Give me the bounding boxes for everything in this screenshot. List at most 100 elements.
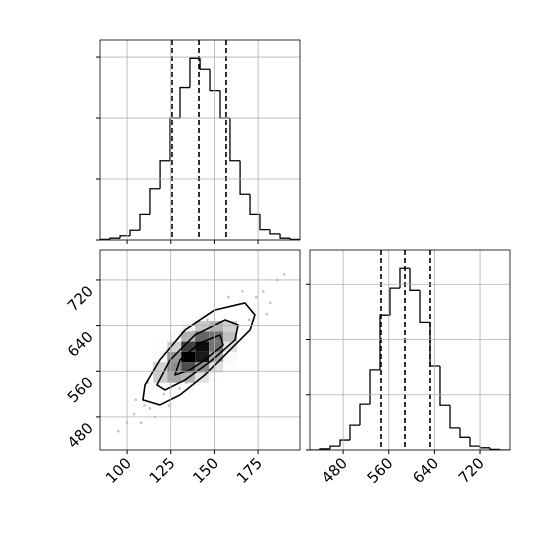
density-cell — [153, 362, 168, 373]
histogram-bin — [279, 233, 291, 239]
density-cell — [181, 351, 196, 363]
axes-frame — [99, 39, 301, 241]
scatter-point — [282, 272, 286, 276]
density-cell — [153, 351, 168, 363]
histogram-bin — [459, 427, 470, 438]
panel: 100 125 150 175 480 560 640 720 — [64, 249, 301, 487]
density-cell — [167, 331, 182, 342]
histogram-bin — [229, 118, 241, 162]
histogram-bin — [399, 267, 411, 289]
histogram-bin — [189, 57, 201, 88]
scatter-point — [227, 295, 230, 299]
density-cell — [223, 321, 238, 332]
density-cell — [153, 331, 168, 342]
axes-frame — [99, 249, 301, 451]
histogram-bin — [389, 287, 400, 316]
density-cell — [167, 362, 182, 373]
density-cell — [223, 372, 238, 383]
histogram-bin — [449, 405, 461, 429]
histogram-bin — [159, 160, 171, 189]
density-cell — [167, 341, 182, 352]
scatter-point — [255, 295, 258, 299]
y-tick-label: 720 — [64, 282, 97, 315]
density-cell — [181, 331, 196, 342]
histogram-bin — [379, 314, 390, 370]
histogram-bin — [209, 69, 220, 92]
histogram-bin — [479, 446, 491, 449]
histogram-bin — [469, 437, 480, 447]
scatter-point — [265, 312, 269, 316]
histogram-bin — [249, 194, 260, 216]
density-cell — [195, 341, 210, 352]
panel: 480 560 640 720 — [306, 249, 511, 487]
histogram-bin — [339, 439, 350, 447]
density-cell — [195, 331, 210, 342]
scatter-point — [206, 318, 209, 322]
x-tick-label: 100 — [102, 454, 135, 487]
histogram-bin — [489, 447, 501, 450]
density-cell — [223, 362, 238, 373]
scatter-point — [162, 392, 166, 396]
plot-area — [117, 272, 286, 433]
axes-frame — [309, 249, 511, 451]
density-cell — [167, 351, 182, 363]
scatter-point — [178, 387, 181, 390]
density-cell — [195, 321, 210, 332]
density-cell — [181, 362, 196, 373]
density-cell — [181, 321, 196, 332]
x-tick-label: 150 — [189, 454, 222, 487]
histogram-bin — [429, 322, 440, 367]
density-cell — [209, 372, 224, 383]
scatter-point — [117, 429, 120, 433]
x-tick-label: 640 — [409, 454, 442, 487]
scatter-point — [134, 398, 138, 402]
histogram-bin — [289, 238, 300, 240]
panel — [96, 39, 301, 244]
histogram-bin — [219, 90, 230, 119]
histogram-bin — [439, 366, 451, 406]
density-cell — [153, 341, 168, 352]
scatter-point — [269, 301, 272, 305]
contour — [156, 319, 239, 391]
density-cell — [209, 321, 224, 332]
histogram-bin — [119, 235, 131, 239]
contour — [142, 302, 256, 406]
histogram-bin — [100, 238, 110, 240]
scatter-point — [139, 421, 143, 424]
scatter-point — [148, 407, 152, 410]
density-cell — [167, 372, 182, 383]
histogram-bin — [329, 445, 341, 449]
density-cell — [223, 331, 238, 342]
histogram-bin — [349, 424, 360, 441]
contour — [174, 334, 224, 376]
histogram-bin — [419, 290, 430, 324]
density-cell — [181, 341, 196, 352]
histogram-bin — [269, 229, 281, 235]
density-cell — [195, 351, 210, 363]
plot-area — [100, 40, 300, 240]
histogram-bin — [149, 188, 161, 215]
histogram-bin — [199, 58, 211, 70]
scatter-point — [262, 290, 265, 293]
y-tick-label: 560 — [64, 373, 97, 406]
histogram-bin — [369, 369, 381, 405]
histogram-bin — [139, 213, 150, 231]
histogram-bin — [259, 214, 270, 231]
density-cell — [167, 321, 182, 332]
x-tick-label: 720 — [455, 454, 488, 487]
histogram-bin — [359, 403, 371, 426]
density-cell — [223, 341, 238, 352]
histogram-bin — [129, 229, 140, 236]
histogram-bin — [409, 268, 421, 291]
density-cell — [223, 351, 238, 363]
scatter-point — [132, 412, 136, 416]
density-cell — [153, 321, 168, 332]
scatter-point — [143, 404, 146, 407]
y-tick-label: 640 — [64, 328, 97, 361]
density-cell — [209, 341, 224, 352]
scatter-point — [167, 404, 171, 407]
x-tick-label: 480 — [318, 454, 351, 487]
density-cell — [209, 362, 224, 373]
x-tick-label: 560 — [364, 454, 397, 487]
